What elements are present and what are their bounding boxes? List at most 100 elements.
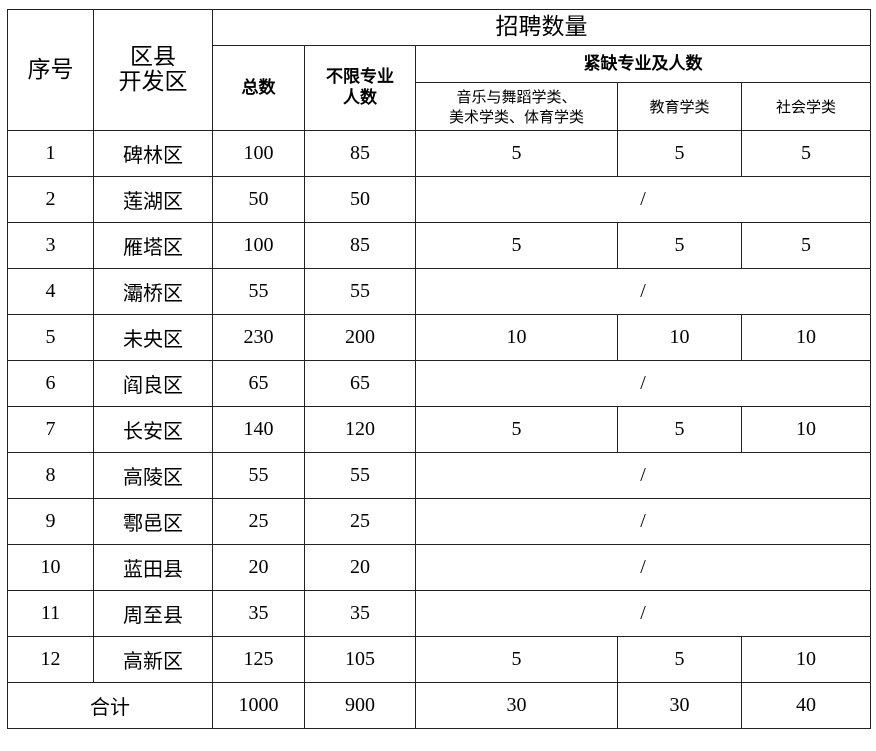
- totals-unlimited: 900: [304, 682, 416, 729]
- header-unlimited-line1: 不限专业: [326, 67, 394, 87]
- education-count: 10: [617, 314, 742, 361]
- unlimited-count: 55: [304, 268, 416, 315]
- total-count: 55: [212, 268, 305, 315]
- unlimited-count: 200: [304, 314, 416, 361]
- total-count: 50: [212, 176, 305, 223]
- total-count: 140: [212, 406, 305, 453]
- row-number: 3: [7, 222, 94, 269]
- district-name: 长安区: [93, 406, 213, 453]
- totals-row: 合计 1000 900 30 30 40: [7, 682, 871, 729]
- table-row: 3 雁塔区 100 85 5 5 5: [7, 222, 871, 269]
- unlimited-count: 65: [304, 360, 416, 407]
- table-row: 2 莲湖区 50 50/: [7, 176, 871, 223]
- total-count: 20: [212, 544, 305, 591]
- music-count: 10: [415, 314, 618, 361]
- district-name: 莲湖区: [93, 176, 213, 223]
- music-count: 5: [415, 222, 618, 269]
- shortage-none: /: [415, 360, 871, 407]
- header-recruit: 招聘数量: [212, 9, 871, 46]
- shortage-none: /: [415, 452, 871, 499]
- row-number: 2: [7, 176, 94, 223]
- shortage-none: /: [415, 268, 871, 315]
- totals-total: 1000: [212, 682, 305, 729]
- totals-label: 合计: [7, 682, 213, 729]
- unlimited-count: 120: [304, 406, 416, 453]
- table-row: 1 碑林区 100 85 5 5 5: [7, 130, 871, 177]
- total-count: 25: [212, 498, 305, 545]
- header-total: 总数: [212, 45, 305, 131]
- header-unlimited: 不限专业 人数: [304, 45, 416, 131]
- social-count: 10: [741, 314, 871, 361]
- header-shortage: 紧缺专业及人数: [415, 45, 871, 83]
- row-number: 12: [7, 636, 94, 683]
- district-name: 蓝田县: [93, 544, 213, 591]
- shortage-none: /: [415, 590, 871, 637]
- unlimited-count: 105: [304, 636, 416, 683]
- district-name: 鄠邑区: [93, 498, 213, 545]
- header-seq: 序号: [7, 9, 94, 131]
- table-row: 4 灞桥区 55 55/: [7, 268, 871, 315]
- recruitment-table: 序号 区县 开发区 招聘数量 总数 不限专业 人数 紧缺专业及人数 音乐与舞蹈学类、…: [7, 9, 871, 729]
- row-number: 8: [7, 452, 94, 499]
- district-name: 灞桥区: [93, 268, 213, 315]
- district-name: 周至县: [93, 590, 213, 637]
- table-row: 5 未央区 230 200 10 10 10: [7, 314, 871, 361]
- table-row: 6 阎良区 65 65/: [7, 360, 871, 407]
- social-count: 5: [741, 130, 871, 177]
- table-row: 9 鄠邑区 25 25/: [7, 498, 871, 545]
- education-count: 5: [617, 130, 742, 177]
- shortage-none: /: [415, 176, 871, 223]
- music-count: 5: [415, 130, 618, 177]
- education-count: 5: [617, 636, 742, 683]
- district-name: 未央区: [93, 314, 213, 361]
- row-number: 4: [7, 268, 94, 315]
- district-name: 阎良区: [93, 360, 213, 407]
- table-row: 8 高陵区 55 55/: [7, 452, 871, 499]
- social-count: 5: [741, 222, 871, 269]
- unlimited-count: 85: [304, 130, 416, 177]
- row-number: 1: [7, 130, 94, 177]
- table-row: 12 高新区 125 105 5 5 10: [7, 636, 871, 683]
- row-number: 9: [7, 498, 94, 545]
- table-row: 7 长安区 140 120 5 5 10: [7, 406, 871, 453]
- shortage-none: /: [415, 498, 871, 545]
- header-music-line1: 音乐与舞蹈学类、: [456, 87, 577, 106]
- header-unlimited-line2: 人数: [343, 88, 377, 108]
- unlimited-count: 55: [304, 452, 416, 499]
- row-number: 11: [7, 590, 94, 637]
- education-count: 5: [617, 406, 742, 453]
- shortage-none: /: [415, 544, 871, 591]
- totals-social: 40: [741, 682, 871, 729]
- unlimited-count: 25: [304, 498, 416, 545]
- header-district: 区县 开发区: [93, 9, 213, 131]
- total-count: 100: [212, 222, 305, 269]
- row-number: 6: [7, 360, 94, 407]
- total-count: 230: [212, 314, 305, 361]
- social-count: 10: [741, 636, 871, 683]
- unlimited-count: 85: [304, 222, 416, 269]
- total-count: 100: [212, 130, 305, 177]
- header-social: 社会学类: [741, 82, 871, 131]
- header-district-line2: 开发区: [118, 69, 188, 95]
- header-education: 教育学类: [617, 82, 742, 131]
- district-name: 碑林区: [93, 130, 213, 177]
- district-name: 高陵区: [93, 452, 213, 499]
- district-name: 雁塔区: [93, 222, 213, 269]
- header-music-line2: 美术学类、体育学类: [448, 107, 584, 126]
- total-count: 125: [212, 636, 305, 683]
- total-count: 65: [212, 360, 305, 407]
- total-count: 55: [212, 452, 305, 499]
- social-count: 10: [741, 406, 871, 453]
- music-count: 5: [415, 406, 618, 453]
- header-music: 音乐与舞蹈学类、 美术学类、体育学类: [415, 82, 618, 131]
- unlimited-count: 50: [304, 176, 416, 223]
- district-name: 高新区: [93, 636, 213, 683]
- row-number: 7: [7, 406, 94, 453]
- unlimited-count: 20: [304, 544, 416, 591]
- totals-education: 30: [617, 682, 742, 729]
- unlimited-count: 35: [304, 590, 416, 637]
- table-row: 11 周至县 35 35/: [7, 590, 871, 637]
- row-number: 5: [7, 314, 94, 361]
- total-count: 35: [212, 590, 305, 637]
- table-row: 10 蓝田县 20 20/: [7, 544, 871, 591]
